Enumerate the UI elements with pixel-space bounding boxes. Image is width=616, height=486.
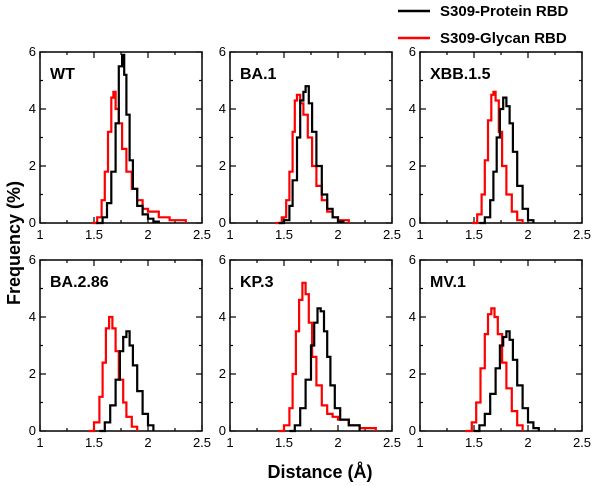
x-tick-label: 2.5 <box>573 435 591 450</box>
series-protein-line <box>99 330 155 433</box>
x-tick-label: 2.5 <box>193 227 211 242</box>
panel-label: BA.2.86 <box>50 274 109 291</box>
panel-xbb-1-5: 0 2 4 6 1 1.5 2 2.5 XBB.1.5 <box>409 44 591 242</box>
x-tick-label: 1.5 <box>465 227 483 242</box>
series-protein-line <box>289 307 361 433</box>
panel-kp-3: 0 2 4 6 1 1.5 2 2.5 KP.3 <box>219 252 401 450</box>
y-tick-label: 0 <box>219 215 226 230</box>
x-tick-label: 1 <box>416 435 423 450</box>
series-glycan-line <box>275 93 350 225</box>
y-tick-label: 6 <box>29 44 36 59</box>
x-tick-label: 1 <box>36 227 43 242</box>
y-tick-label: 6 <box>219 44 226 59</box>
panel-label: XBB.1.5 <box>430 66 491 83</box>
series-protein-line <box>96 53 160 225</box>
x-tick-label: 1 <box>36 435 43 450</box>
x-tick-label: 2 <box>524 435 531 450</box>
series-protein-line <box>479 96 535 225</box>
y-tick-label: 4 <box>29 309 36 324</box>
series-glycan-line <box>465 307 524 433</box>
x-tick-label: 1 <box>226 227 233 242</box>
y-tick-label: 2 <box>409 366 416 381</box>
y-tick-label: 2 <box>219 366 226 381</box>
y-tick-label: 2 <box>29 366 36 381</box>
x-tick-label: 2 <box>334 435 341 450</box>
x-tick-label: 1.5 <box>275 227 293 242</box>
y-tick-label: 6 <box>409 252 416 267</box>
series-protein-line <box>474 330 540 433</box>
series-glycan-line <box>91 90 187 225</box>
y-tick-label: 2 <box>219 158 226 173</box>
panel-label: KP.3 <box>240 274 274 291</box>
series-protein-line <box>278 85 345 225</box>
series-glycan-line <box>471 90 524 225</box>
y-tick-label: 4 <box>29 101 36 116</box>
x-tick-label: 2.5 <box>193 435 211 450</box>
x-tick-label: 2 <box>524 227 531 242</box>
x-tick-label: 2 <box>144 227 151 242</box>
y-tick-label: 0 <box>219 423 226 438</box>
y-tick-label: 0 <box>409 215 416 230</box>
x-tick-label: 2.5 <box>383 227 401 242</box>
y-axis-title: Frequency (%) <box>4 181 24 305</box>
panel-mv-1: 0 2 4 6 1 1.5 2 2.5 MV.1 <box>409 252 591 450</box>
panel-ba-2-86: 0 2 4 6 1 1.5 2 2.5 BA.2.86 <box>29 252 211 450</box>
legend-label-glycan: S309-Glycan RBD <box>440 30 567 47</box>
y-tick-label: 6 <box>409 44 416 59</box>
y-tick-label: 0 <box>29 423 36 438</box>
x-tick-label: 1.5 <box>85 227 103 242</box>
panel-label: BA.1 <box>240 66 277 83</box>
x-tick-label: 2.5 <box>573 227 591 242</box>
x-tick-label: 1.5 <box>465 435 483 450</box>
y-tick-label: 6 <box>219 252 226 267</box>
x-tick-label: 2 <box>144 435 151 450</box>
x-tick-label: 1 <box>226 435 233 450</box>
x-tick-label: 1 <box>416 227 423 242</box>
x-tick-label: 1.5 <box>85 435 103 450</box>
x-tick-label: 2.5 <box>383 435 401 450</box>
y-tick-label: 0 <box>409 423 416 438</box>
y-tick-label: 2 <box>409 158 416 173</box>
y-tick-label: 4 <box>409 309 416 324</box>
x-tick-label: 2 <box>334 227 341 242</box>
y-tick-label: 4 <box>219 101 226 116</box>
legend-label-protein: S309-Protein RBD <box>440 3 569 20</box>
legend: S309-Protein RBD S309-Glycan RBD <box>398 3 569 47</box>
panel-label: MV.1 <box>430 274 466 291</box>
panel-ba-1: 0 2 4 6 1 1.5 2 2.5 BA.1 <box>219 44 401 242</box>
y-tick-label: 4 <box>409 101 416 116</box>
x-axis-title: Distance (Å) <box>267 462 372 482</box>
panel-wt: 0 2 4 6 1 1.5 2 2.5 WT <box>29 44 211 242</box>
panel-label: WT <box>50 66 75 83</box>
y-tick-label: 4 <box>219 309 226 324</box>
y-tick-label: 0 <box>29 215 36 230</box>
y-tick-label: 6 <box>29 252 36 267</box>
series-glycan-line <box>88 315 139 433</box>
x-tick-label: 1.5 <box>275 435 293 450</box>
y-tick-label: 2 <box>29 158 36 173</box>
